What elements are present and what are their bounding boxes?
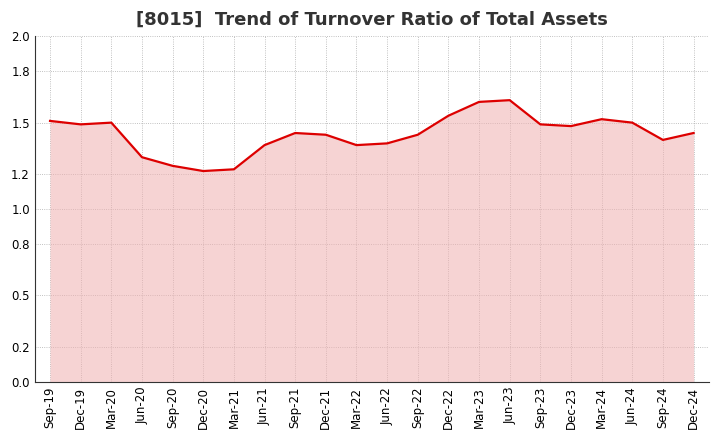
- Title: [8015]  Trend of Turnover Ratio of Total Assets: [8015] Trend of Turnover Ratio of Total …: [136, 11, 608, 29]
